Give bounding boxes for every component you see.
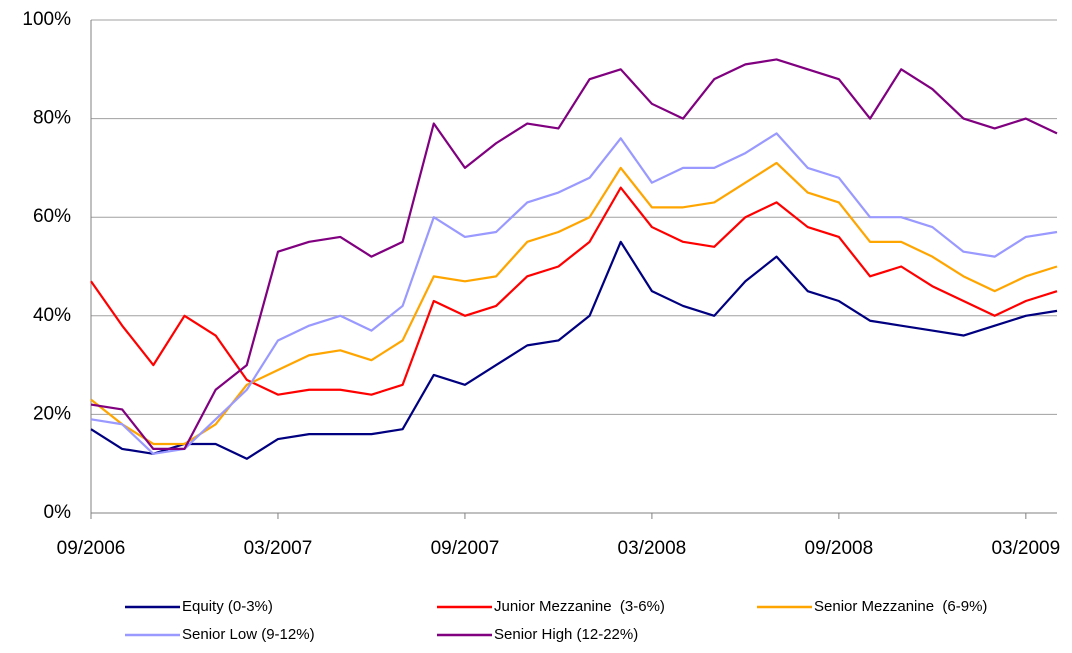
series-line (90, 186, 1058, 396)
y-tick-label: 80% (33, 108, 71, 129)
legend-label: Senior Low (9-12%) (182, 626, 315, 643)
y-tick-label: 40% (33, 305, 71, 326)
x-tick-label: 03/2008 (618, 538, 687, 559)
x-tick-label: 09/2007 (431, 538, 500, 559)
series-line (90, 132, 1058, 455)
legend-label: Junior Mezzanine (3-6%) (494, 598, 665, 615)
series-line (90, 58, 1058, 451)
x-tick-label: 03/2009 (991, 538, 1060, 559)
x-tick-label: 03/2007 (244, 538, 313, 559)
series-line (90, 240, 1058, 460)
y-tick-label: 60% (33, 206, 71, 227)
y-tick-label: 100% (22, 9, 71, 30)
y-tick-label: 20% (33, 403, 71, 424)
series-line (90, 161, 1058, 446)
x-tick-label: 09/2006 (57, 538, 126, 559)
legend-label: Senior High (12-22%) (494, 626, 638, 643)
legend-label: Senior Mezzanine (6-9%) (814, 598, 987, 615)
legend-label: Equity (0-3%) (182, 598, 273, 615)
x-tick-label: 09/2008 (805, 538, 874, 559)
y-tick-label: 0% (44, 502, 72, 523)
